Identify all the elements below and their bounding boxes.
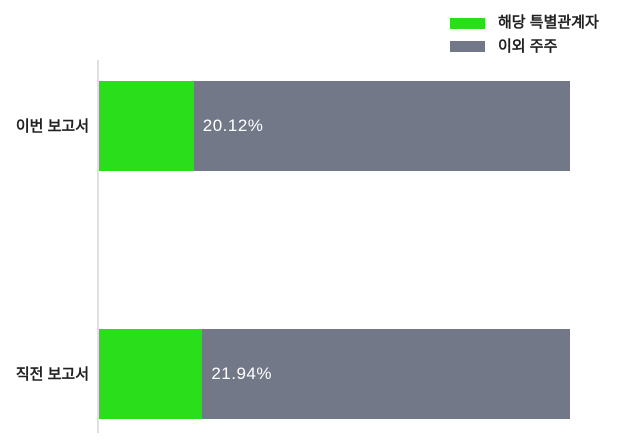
category-label-current-report: 이번 보고서	[15, 118, 89, 135]
chart-legend: 해당 특별관계자 이외 주주	[450, 14, 599, 56]
legend-label-other-shareholders: 이외 주주	[498, 37, 558, 55]
legend-swatch-green	[450, 17, 485, 29]
category-label-previous-report: 직전 보고서	[15, 366, 89, 383]
bar-segment-special-related-current	[99, 81, 194, 171]
bar-segment-other-shareholders-current: 20.12%	[193, 81, 570, 171]
value-label-current-report: 20.12%	[202, 116, 264, 135]
bar-previous-report: 21.94%	[99, 329, 570, 419]
legend-item-other-shareholders: 이외 주주	[450, 37, 599, 56]
y-axis-line	[97, 60, 99, 433]
legend-label-special-related: 해당 특별관계자	[498, 14, 599, 31]
bar-segment-other-shareholders-previous: 21.94%	[202, 329, 570, 419]
legend-swatch-gray	[450, 41, 485, 53]
legend-item-special-related: 해당 특별관계자	[450, 14, 599, 32]
bar-segment-special-related-previous	[99, 329, 203, 419]
value-label-previous-report: 21.94%	[211, 364, 272, 383]
bar-current-report: 20.12%	[99, 81, 570, 171]
